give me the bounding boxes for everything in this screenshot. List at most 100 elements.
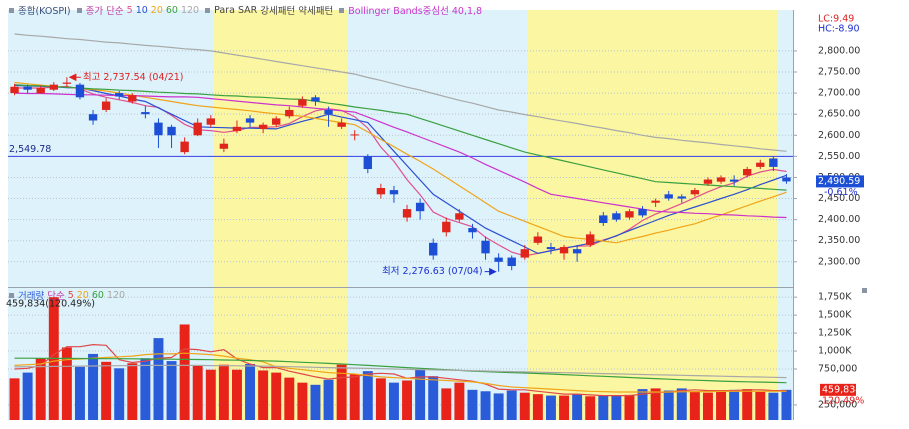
candle-body [285,109,294,117]
legend-title: 종합(KOSPI) [18,6,71,17]
candle-body [729,179,739,182]
y-tick-label: 2,800.00 [818,45,860,56]
candle-body [546,247,556,250]
candle-body [49,84,58,90]
candle-body [481,240,490,254]
candle-body [219,143,229,149]
candle-body [141,112,150,115]
volume-bar [428,376,439,420]
volume-bar [598,395,609,420]
volume-bar [532,394,543,420]
legend-entry[interactable]: 20 [150,4,163,16]
candle-body [75,84,85,98]
legend-label: 단순 [47,291,65,302]
volume-bar [716,391,727,420]
ma-line [14,357,787,384]
volume-bar [179,324,190,420]
candle-body [363,156,372,170]
candle-body [716,177,726,182]
volume-bar [637,389,648,420]
candle-body [101,101,111,110]
trend-band [213,10,347,420]
volume-bar [519,392,530,420]
volume-bar [388,382,399,420]
legend-entry[interactable]: 120 [106,289,126,301]
candle-body [494,257,503,262]
legend-entry[interactable]: 5 [67,289,74,301]
volume-bar [35,358,46,420]
volume-bar [624,394,635,420]
y-tick-label: 2,600.00 [818,130,860,141]
current-volume: 459,834 [822,384,861,395]
volume-bar [284,377,295,420]
volume-bar [140,358,151,420]
volume-bar [74,366,85,420]
y-tick-label: 2,400.00 [818,214,860,225]
y-tick-label: 2,650.00 [818,109,860,120]
volume-bar [415,369,426,420]
y-tick-label: 1,250K [818,328,852,339]
candle-body [782,177,791,182]
volume-bar [441,388,452,420]
y-tick-label: 250,000 [818,399,857,410]
candle-body [651,200,660,203]
volume-bar [9,378,20,420]
candle-body [690,190,700,195]
volume-bar [323,379,334,420]
legend-entry[interactable]: 5 [126,4,133,16]
ma-line [14,33,787,152]
candle-body [115,93,124,97]
ma-line [14,84,787,191]
candle-body [36,88,45,94]
current-box [820,383,856,396]
candle-body [180,141,189,153]
volume-bar [231,369,242,420]
candle-body [769,158,778,167]
candle-body [559,247,569,254]
volume-bar [742,389,753,420]
volume-bar [375,378,386,420]
candle-body [258,124,268,129]
volume-bar [61,347,72,420]
candle-body [533,236,543,243]
legend-entry[interactable]: 120 [180,4,200,16]
volume-bar [493,393,504,420]
annotation-arrow [68,73,81,82]
background [8,10,793,420]
legend-entry[interactable]: 60 [165,4,178,16]
volume-info: 459,834(120.49%) [6,299,95,310]
legend-title: 거래량 [18,291,45,302]
candle-body [167,126,176,136]
volume-bar [258,370,269,420]
legend-entry[interactable]: Bollinger Bands중심선 40,1,8 [348,6,483,17]
legend-icon [9,292,14,298]
volume-bar [650,388,661,420]
y-tick-label: 2,700.00 [818,88,860,99]
legend-entry[interactable]: 20 [76,289,89,301]
current-price: 2,490.59 [818,176,860,187]
volume-bar [101,361,112,420]
annotation: 최고 2,737.54 (04/21) [83,72,184,83]
y-tick-label: 2,300.00 [818,256,860,267]
candle-body [468,228,477,233]
annotation-arrow [484,267,497,276]
ma-line [14,85,787,257]
candle-body [154,122,163,136]
candle-body [703,179,713,184]
legend-entry[interactable]: 60 [91,289,104,301]
volume-bar [362,371,373,420]
volume-bar [310,384,321,420]
candle-body [298,99,307,106]
volume-bar [755,391,766,420]
candle-body [520,249,529,258]
candle-body [128,95,137,102]
legend-entry[interactable]: 10 [135,4,148,16]
volume-bar [611,395,622,420]
ma-line [14,84,787,255]
volume-bar [88,353,99,420]
volume-bar [166,361,177,420]
legend-label: Para SAR [214,4,258,16]
volume-bar [153,338,164,420]
y-tick-label: 1,500K [818,310,852,321]
